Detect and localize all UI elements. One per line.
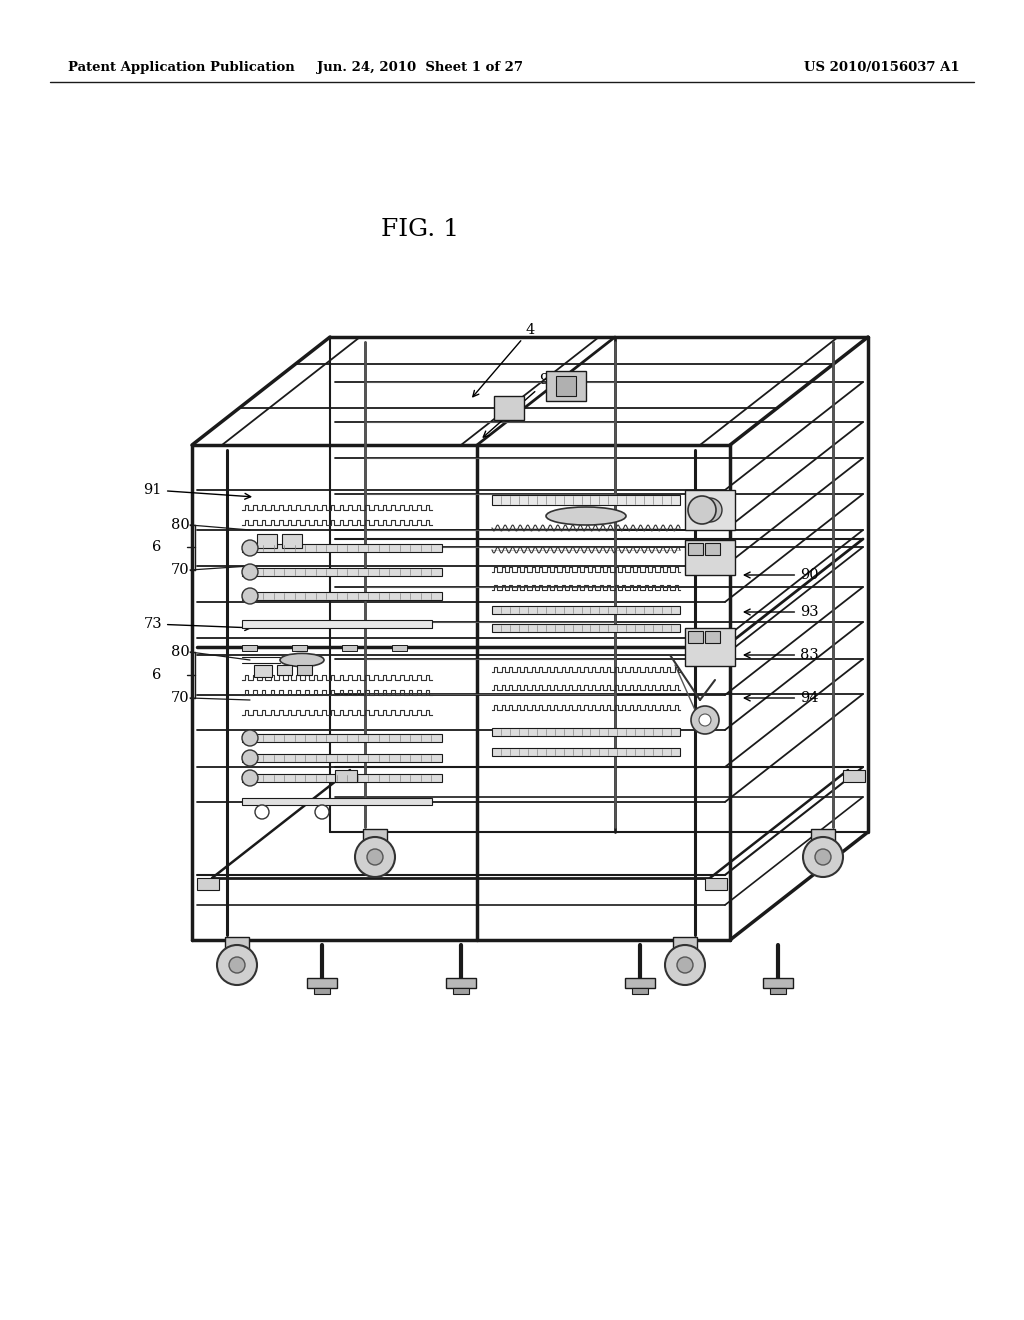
Text: Patent Application Publication: Patent Application Publication	[68, 62, 295, 74]
Circle shape	[691, 706, 719, 734]
Bar	[242, 734, 442, 742]
Circle shape	[803, 837, 843, 876]
Circle shape	[217, 945, 257, 985]
Text: 6: 6	[153, 668, 162, 682]
Bar	[673, 937, 697, 949]
Text: 80: 80	[171, 517, 189, 532]
Text: 92: 92	[483, 374, 557, 437]
Bar	[225, 937, 249, 949]
Bar	[492, 624, 680, 632]
Bar	[242, 620, 432, 628]
Circle shape	[242, 730, 258, 746]
Text: 4: 4	[473, 323, 535, 397]
Bar	[242, 568, 442, 576]
Bar	[242, 544, 442, 552]
Bar	[492, 729, 680, 737]
Bar	[811, 829, 835, 841]
Bar	[632, 987, 648, 994]
Text: 93: 93	[744, 605, 818, 619]
Text: 80: 80	[171, 645, 189, 659]
Bar	[242, 799, 432, 805]
Bar	[685, 628, 735, 667]
Text: 6: 6	[153, 540, 162, 554]
Bar	[242, 774, 442, 781]
Bar	[282, 535, 302, 548]
Bar	[446, 978, 476, 987]
Circle shape	[315, 805, 329, 818]
Bar	[197, 878, 219, 890]
Bar	[843, 770, 865, 781]
Text: 73: 73	[143, 616, 251, 631]
Bar	[685, 490, 735, 531]
Bar	[453, 987, 469, 994]
Bar	[242, 645, 257, 651]
Bar	[362, 829, 387, 841]
Bar	[335, 770, 357, 781]
Circle shape	[688, 496, 716, 524]
Text: 83: 83	[744, 648, 819, 663]
Text: 70: 70	[171, 690, 189, 705]
Bar	[307, 978, 337, 987]
Bar	[297, 665, 312, 675]
Circle shape	[815, 849, 831, 865]
Circle shape	[698, 498, 722, 521]
Ellipse shape	[546, 507, 626, 525]
Bar	[492, 606, 680, 614]
Circle shape	[699, 714, 711, 726]
Text: Jun. 24, 2010  Sheet 1 of 27: Jun. 24, 2010 Sheet 1 of 27	[317, 62, 523, 74]
Circle shape	[367, 849, 383, 865]
Circle shape	[242, 750, 258, 766]
Bar	[546, 371, 586, 401]
Bar	[492, 748, 680, 756]
Circle shape	[355, 837, 395, 876]
Text: 94: 94	[744, 690, 818, 705]
Circle shape	[677, 957, 693, 973]
Bar	[705, 543, 720, 554]
Bar	[770, 987, 786, 994]
Bar	[254, 665, 272, 677]
Ellipse shape	[280, 653, 324, 667]
Bar	[556, 376, 575, 396]
Bar	[342, 645, 357, 651]
Bar	[688, 543, 703, 554]
Bar	[763, 978, 793, 987]
Circle shape	[229, 957, 245, 973]
Bar	[242, 591, 442, 601]
Bar	[314, 987, 330, 994]
Text: 91: 91	[143, 483, 251, 499]
Circle shape	[242, 770, 258, 785]
Circle shape	[665, 945, 705, 985]
Bar	[625, 978, 655, 987]
Bar	[278, 665, 292, 675]
Bar	[685, 540, 735, 576]
Bar	[492, 495, 680, 506]
Bar	[392, 645, 407, 651]
Text: FIG. 1: FIG. 1	[381, 219, 459, 242]
Bar	[292, 645, 307, 651]
Bar	[242, 754, 442, 762]
Text: 70: 70	[171, 564, 189, 577]
Circle shape	[242, 587, 258, 605]
Circle shape	[255, 805, 269, 818]
Bar	[688, 631, 703, 643]
Bar	[705, 878, 727, 890]
Text: US 2010/0156037 A1: US 2010/0156037 A1	[805, 62, 961, 74]
Circle shape	[242, 564, 258, 579]
Bar	[494, 396, 524, 420]
Bar	[705, 631, 720, 643]
Circle shape	[242, 540, 258, 556]
Bar	[257, 535, 278, 548]
Text: 90: 90	[744, 568, 818, 582]
